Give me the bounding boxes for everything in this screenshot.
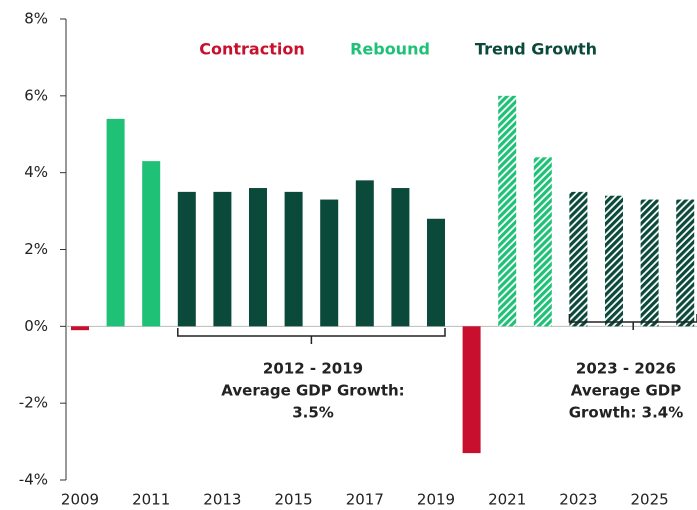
bar: [284, 191, 303, 327]
y-tick-label: 8%: [24, 10, 48, 28]
bracket: [177, 328, 446, 344]
legend-label: Contraction: [199, 40, 304, 59]
bar: [498, 95, 517, 327]
x-tick-label: 2025: [631, 491, 669, 509]
annotation: 3.5%: [292, 404, 334, 422]
bracket: [568, 314, 697, 330]
y-tick-label: 0%: [24, 317, 48, 335]
x-tick-label: 2017: [346, 491, 384, 509]
annotation: Average GDP Growth:: [221, 382, 404, 400]
bar: [676, 199, 695, 327]
x-tick-label: 2021: [488, 491, 526, 509]
bar: [427, 218, 445, 327]
x-tick-label: 2015: [275, 491, 313, 509]
annotation: Growth: 3.4%: [569, 404, 684, 422]
bar: [569, 191, 588, 327]
bar: [142, 161, 161, 327]
legend-label: Trend Growth: [475, 40, 597, 59]
bar: [71, 326, 89, 331]
bar: [355, 180, 374, 327]
annotation: 2023 - 2026: [576, 360, 676, 378]
x-tick-label: 2019: [417, 491, 455, 509]
bar: [320, 199, 339, 327]
bar: [462, 326, 481, 454]
bar: [213, 191, 232, 327]
x-tick-label: 2011: [132, 491, 170, 509]
y-tick-label: -4%: [19, 471, 48, 489]
bar: [177, 191, 196, 327]
y-tick-label: -2%: [19, 394, 48, 412]
y-tick-label: 2%: [24, 240, 48, 258]
bar: [106, 118, 125, 327]
bar: [391, 188, 410, 327]
annotation: 2012 - 2019: [263, 360, 363, 378]
bar: [605, 195, 623, 327]
y-tick-label: 6%: [24, 86, 48, 104]
x-tick-label: 2023: [559, 491, 597, 509]
x-tick-label: 2009: [61, 491, 99, 509]
bar: [533, 157, 552, 327]
y-tick-label: 4%: [24, 163, 48, 181]
legend-label: Rebound: [350, 40, 430, 59]
x-tick-label: 2013: [203, 491, 241, 509]
bar: [249, 188, 267, 327]
bar: [640, 199, 659, 327]
annotation: Average GDP: [571, 382, 681, 400]
